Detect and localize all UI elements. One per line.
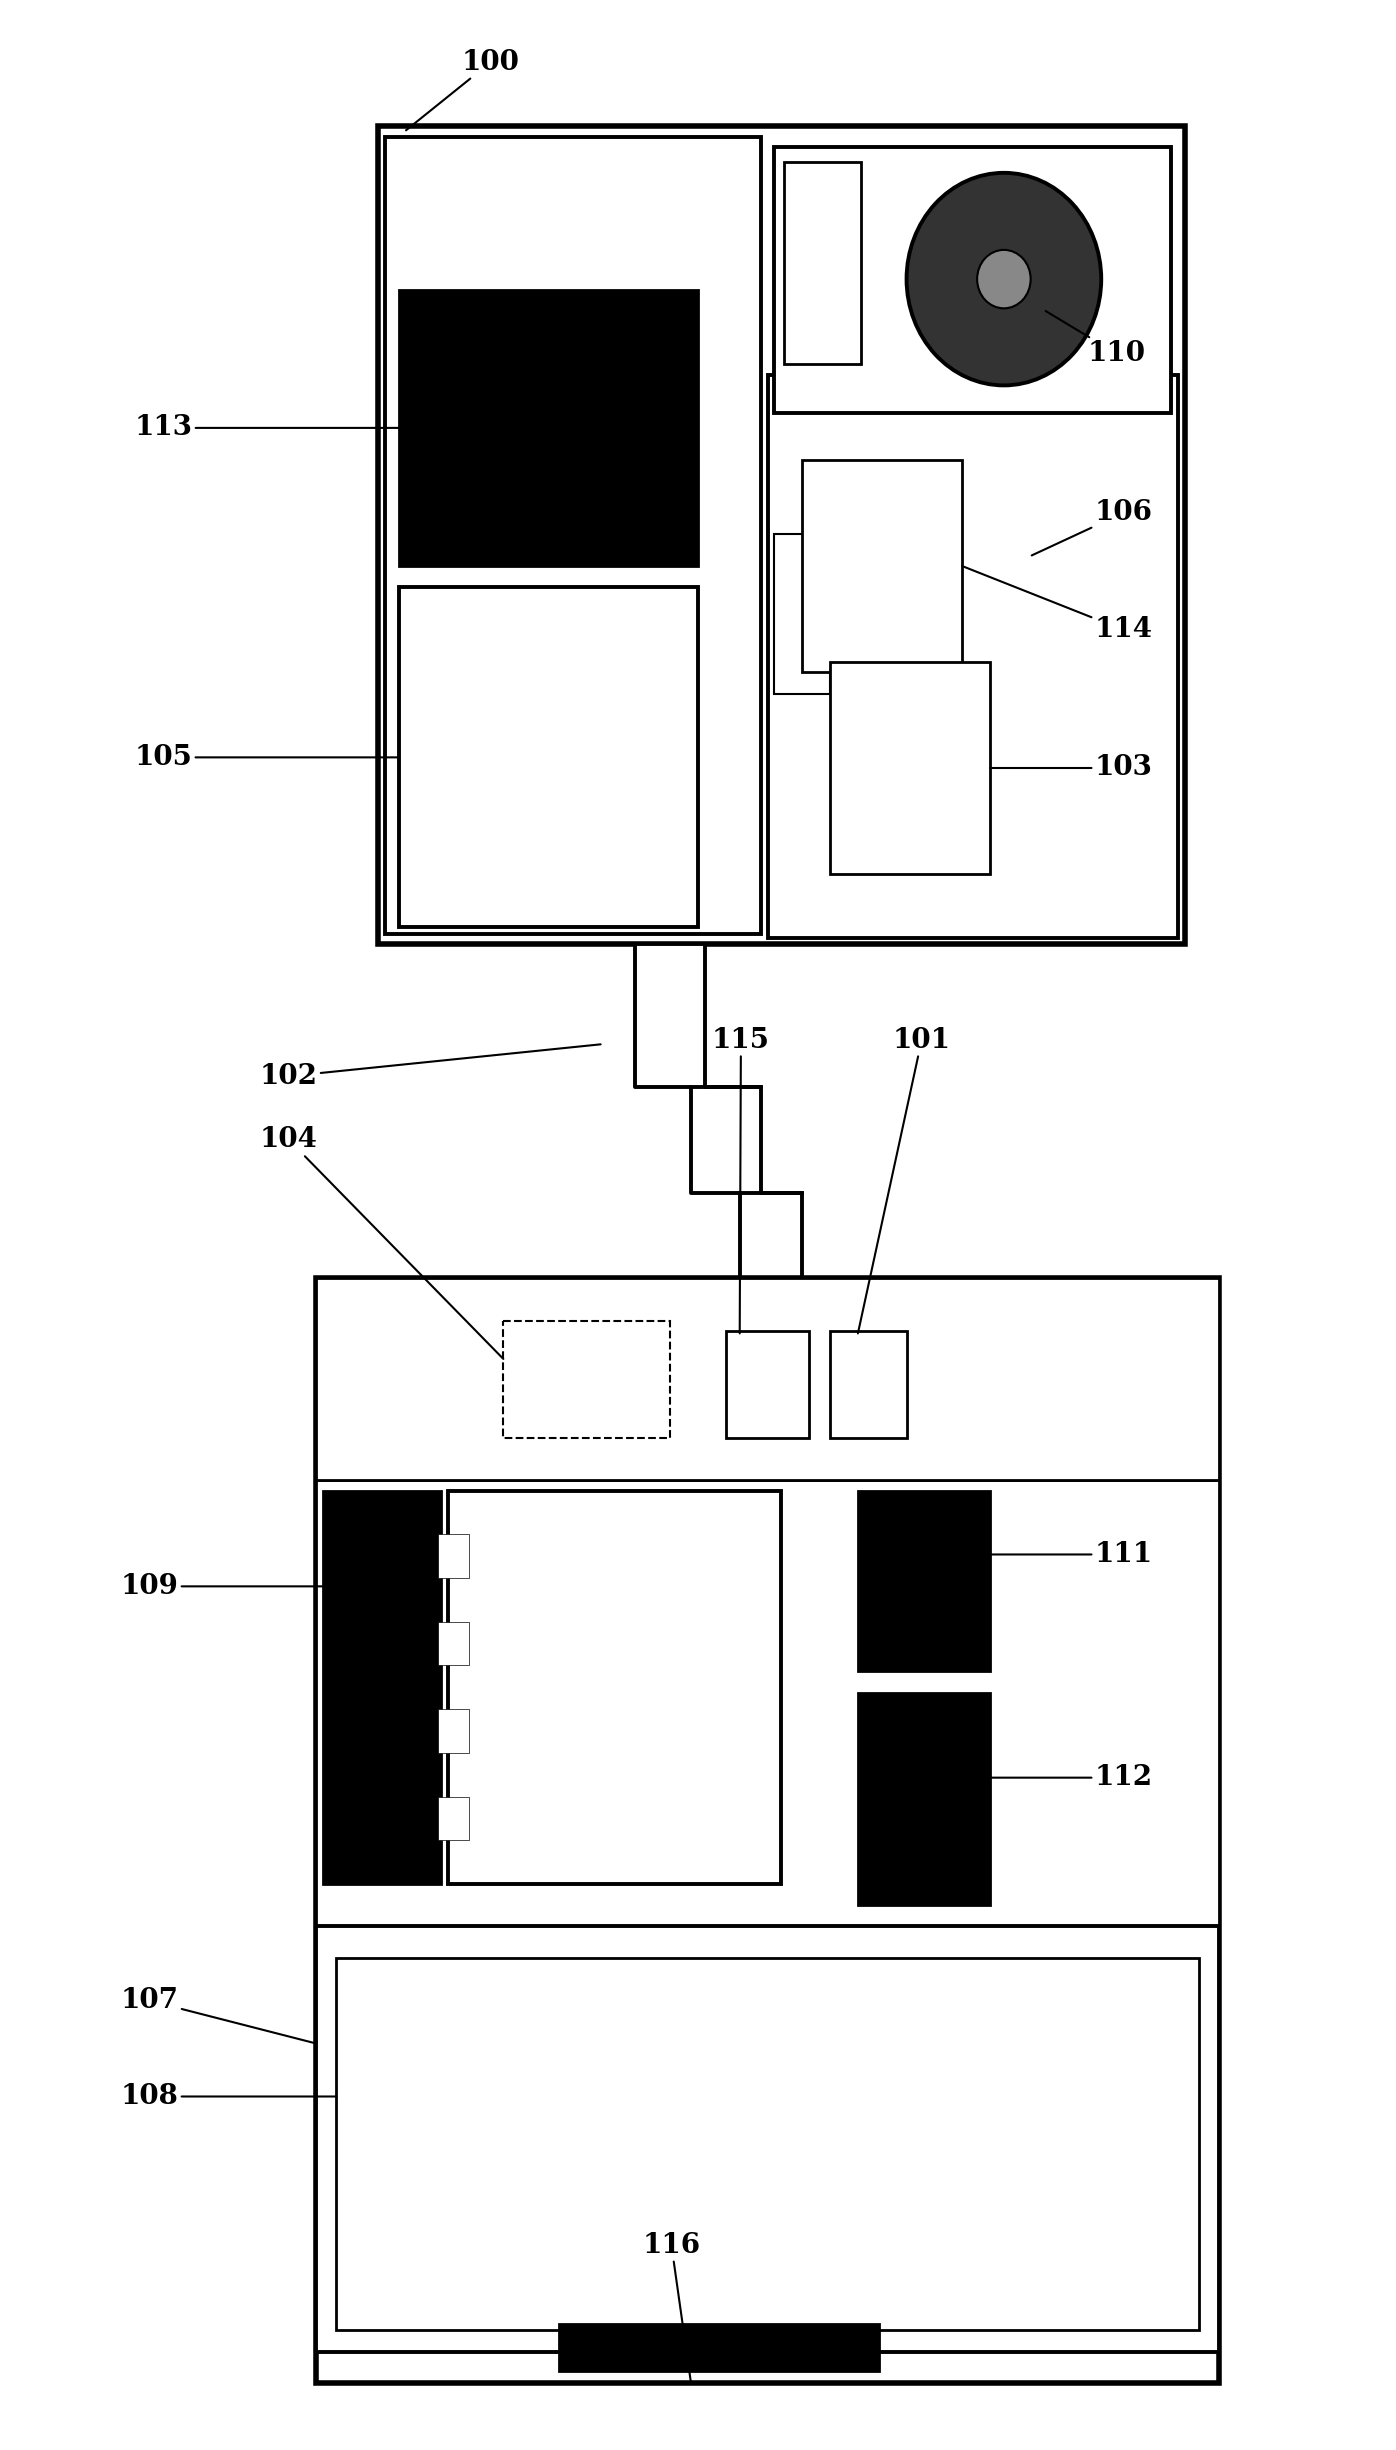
Bar — [315, 1926, 1220, 2352]
Bar — [399, 588, 698, 929]
Text: 104: 104 — [260, 1127, 504, 1360]
Text: 113: 113 — [135, 414, 399, 441]
Bar — [378, 125, 1185, 943]
Text: 115: 115 — [712, 1027, 771, 1333]
Bar — [438, 1710, 469, 1752]
Text: 103: 103 — [990, 755, 1152, 782]
Bar — [775, 147, 1171, 414]
Ellipse shape — [906, 174, 1101, 385]
Bar — [315, 1279, 1220, 2384]
Bar — [448, 1490, 782, 1884]
Text: 109: 109 — [121, 1573, 322, 1600]
Bar — [803, 461, 962, 671]
Bar — [831, 1330, 906, 1438]
Bar — [558, 2325, 878, 2372]
Text: 110: 110 — [1046, 311, 1145, 367]
Bar — [775, 534, 831, 693]
Text: 107: 107 — [121, 1987, 315, 2043]
Bar — [438, 1534, 469, 1578]
Bar — [336, 1958, 1199, 2330]
Bar — [385, 137, 761, 933]
Text: 100: 100 — [406, 49, 519, 130]
Bar — [831, 662, 990, 875]
Text: 102: 102 — [260, 1044, 600, 1090]
Text: 111: 111 — [990, 1541, 1153, 1568]
Bar — [322, 1490, 441, 1884]
Text: 114: 114 — [962, 566, 1152, 644]
Bar — [438, 1796, 469, 1840]
Bar — [504, 1321, 670, 1438]
Text: 116: 116 — [642, 2232, 701, 2384]
Text: 106: 106 — [1032, 500, 1152, 556]
Text: 108: 108 — [121, 2082, 336, 2109]
Bar — [859, 1693, 990, 1906]
Bar — [315, 1480, 1220, 1926]
Polygon shape — [635, 943, 803, 1289]
Bar — [399, 289, 698, 566]
Text: 105: 105 — [135, 745, 399, 772]
Bar — [785, 162, 861, 365]
Bar — [726, 1330, 810, 1438]
Ellipse shape — [977, 250, 1030, 309]
Text: 112: 112 — [990, 1764, 1153, 1791]
Bar — [438, 1622, 469, 1666]
Text: 101: 101 — [859, 1027, 951, 1333]
Bar — [859, 1490, 990, 1671]
Bar — [315, 1279, 1220, 1480]
Bar — [768, 375, 1178, 938]
